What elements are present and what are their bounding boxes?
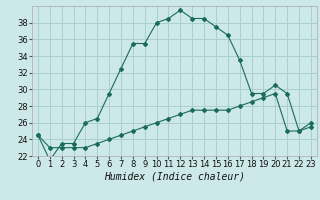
X-axis label: Humidex (Indice chaleur): Humidex (Indice chaleur): [104, 172, 245, 182]
